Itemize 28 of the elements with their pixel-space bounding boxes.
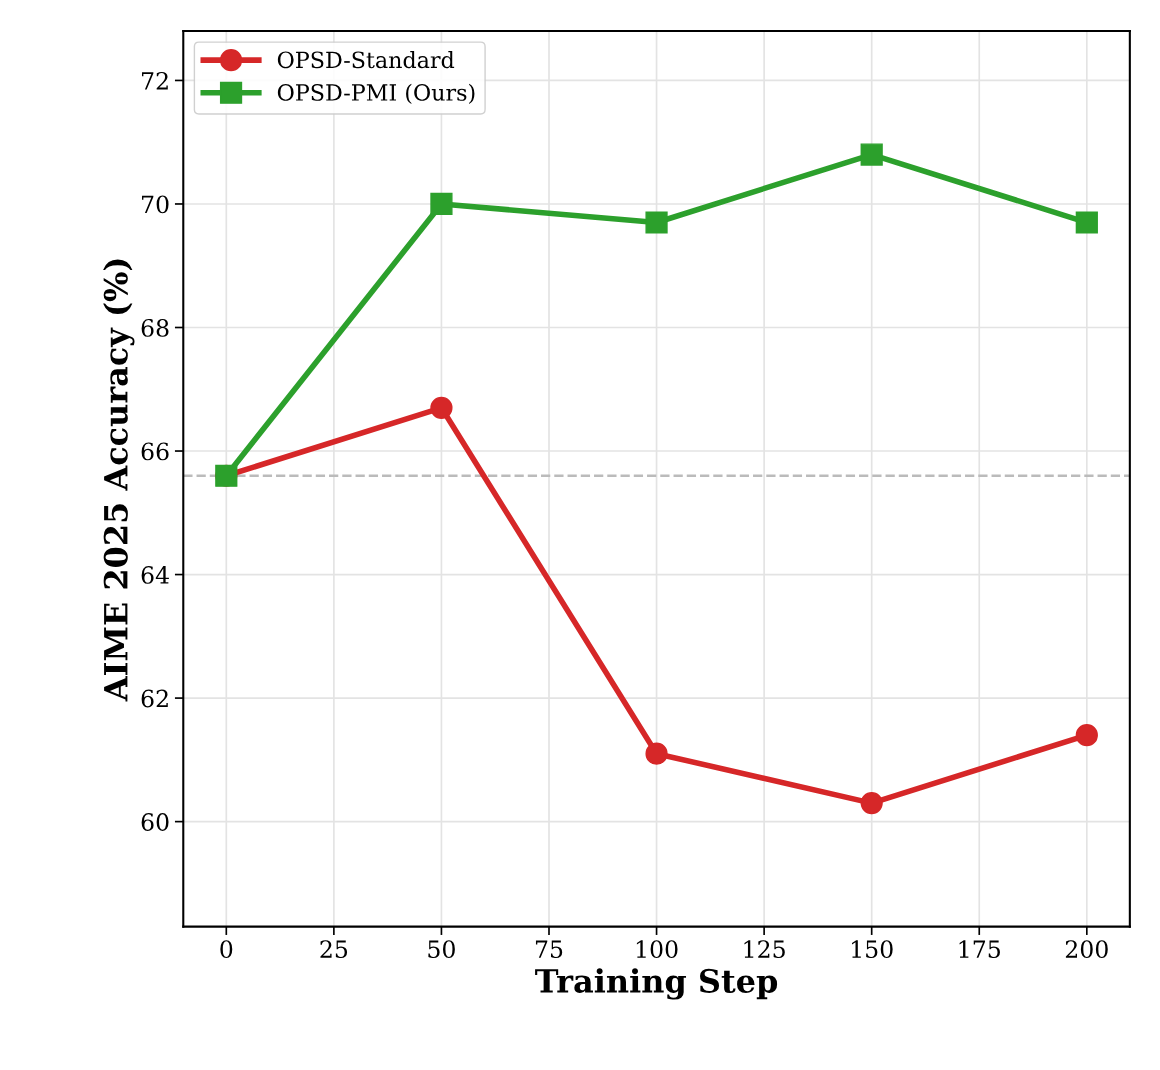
point xyxy=(1075,211,1098,234)
y-tick-label: 66 xyxy=(141,442,169,461)
x-tick-label: 175 xyxy=(959,940,1000,959)
x-tick-label: 75 xyxy=(535,940,563,959)
x-tick-label: 200 xyxy=(1065,940,1108,959)
y-tick-label: 64 xyxy=(141,566,169,584)
point xyxy=(860,143,883,166)
x-tick-label: 50 xyxy=(428,940,455,959)
x-tick-label: 150 xyxy=(852,940,893,959)
x-tick-label: 100 xyxy=(636,940,678,959)
x-tick-label: 125 xyxy=(744,940,785,959)
point xyxy=(430,192,453,216)
y-tick-label: 72 xyxy=(142,71,168,90)
point xyxy=(645,742,668,765)
x-tick-label: 0 xyxy=(220,940,233,959)
legend-label: OPSD-PMI (Ours) xyxy=(277,83,475,104)
point xyxy=(860,791,883,815)
point xyxy=(645,211,668,234)
y-axis-title: AIME 2025 Accuracy (%) xyxy=(103,259,135,702)
point xyxy=(430,396,453,419)
x-tick-label: 25 xyxy=(320,940,348,959)
y-tick-label: 70 xyxy=(142,195,169,214)
y-tick-label: 60 xyxy=(141,813,169,831)
y-tick-label: 62 xyxy=(141,689,168,708)
legend-label: OPSD-Standard xyxy=(277,51,455,69)
x-axis-title: Training Step xyxy=(535,968,778,1000)
point xyxy=(1075,724,1098,747)
y-tick-label: 68 xyxy=(141,318,169,337)
